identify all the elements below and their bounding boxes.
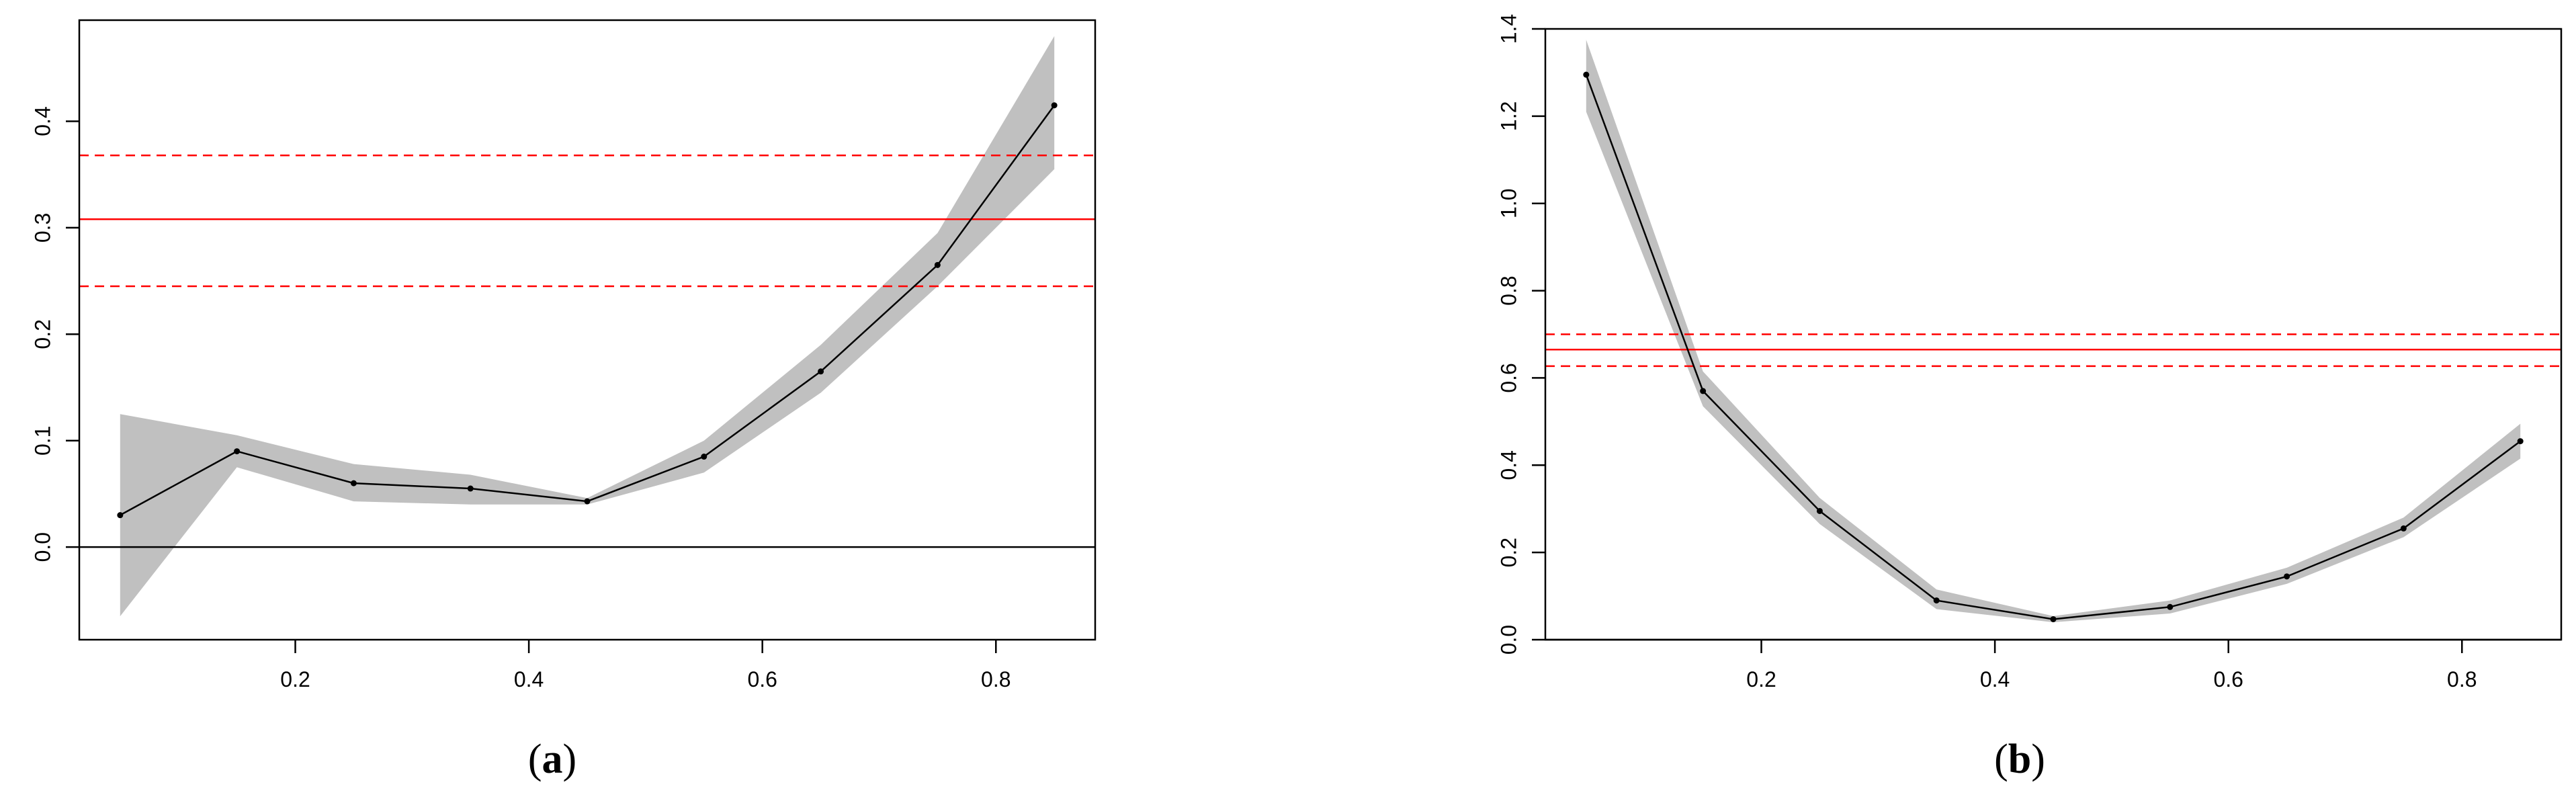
y-tick-label-8: 1.4 (1496, 14, 1520, 44)
y-tick-label-5: 0.8 (1496, 276, 1520, 305)
data-point-6 (701, 454, 707, 460)
data-point-5 (2050, 616, 2057, 622)
x-tick-label-2: 0.4 (514, 667, 544, 691)
data-point-2 (1700, 388, 1707, 394)
caption-a: (a) (528, 736, 576, 782)
confidence-band (120, 36, 1055, 617)
x-tick-label-3: 0.6 (747, 667, 777, 691)
y-tick-label-5: 0.4 (30, 106, 54, 136)
plot-frame (1544, 28, 2563, 641)
y-tick-label-6: 1.0 (1496, 188, 1520, 218)
plot-frame (78, 19, 1097, 641)
y-tick-label-4: 0.3 (30, 213, 54, 243)
caption-b-open: ( (1994, 736, 2008, 782)
caption-b-close: ) (2031, 736, 2045, 782)
data-point-7 (818, 368, 824, 375)
y-tick-label-4: 0.6 (1496, 363, 1520, 392)
y-tick-label-3: 0.2 (30, 319, 54, 349)
x-tick-label-4: 0.8 (2447, 667, 2477, 691)
data-point-4 (467, 485, 474, 492)
data-point-6 (2167, 603, 2174, 610)
y-tick-label-1: 0.0 (30, 532, 54, 562)
y-tick-label-2: 0.1 (30, 426, 54, 456)
y-tick-label-1: 0.0 (1496, 625, 1520, 654)
data-point-5 (584, 498, 591, 505)
y-tick-label-2: 0.2 (1496, 538, 1520, 567)
data-point-1 (1583, 71, 1590, 78)
caption-a-close: ) (563, 736, 577, 782)
series-line (1585, 74, 2521, 620)
caption-a-open: ( (528, 736, 542, 782)
caption-a-letter: a (542, 736, 563, 782)
data-point-8 (934, 261, 941, 268)
caption-b: (b) (1994, 736, 2045, 782)
data-point-9 (1051, 102, 1058, 109)
data-point-4 (1933, 597, 1940, 604)
x-tick-label-2: 0.4 (1980, 667, 2010, 691)
x-tick-label-3: 0.6 (2213, 667, 2243, 691)
x-tick-label-1: 0.2 (1746, 667, 1776, 691)
data-point-9 (2517, 438, 2524, 445)
data-point-3 (1816, 507, 1823, 514)
panel-a: 0.2 0.4 0.6 0.8 0.0 0.1 0.2 0.3 0.4 (30, 19, 1097, 691)
panel-b: 0.2 0.4 0.6 0.8 0.0 0.2 0.4 0.6 0.8 1.0 1.2 1.4 (1496, 14, 2563, 691)
confidence-band (1586, 40, 2521, 622)
y-tick-label-7: 1.2 (1496, 101, 1520, 131)
x-tick-label-1: 0.2 (280, 667, 310, 691)
data-point-8 (2400, 525, 2407, 532)
y-tick-label-3: 0.4 (1496, 450, 1520, 480)
data-point-7 (2284, 573, 2290, 580)
data-point-1 (117, 512, 124, 519)
data-point-2 (234, 448, 241, 455)
caption-b-letter: b (2008, 736, 2031, 782)
x-tick-label-4: 0.8 (981, 667, 1011, 691)
data-point-3 (350, 480, 357, 486)
